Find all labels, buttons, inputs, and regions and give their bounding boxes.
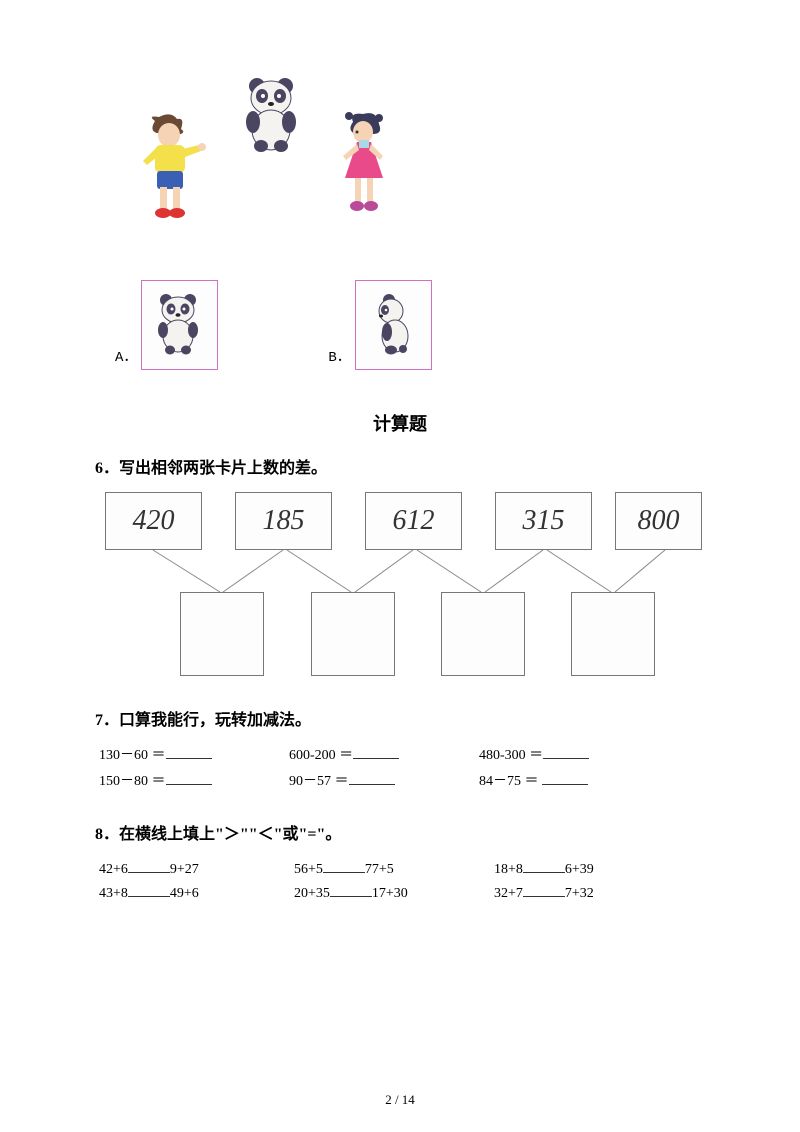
- q6-answer-0[interactable]: [180, 592, 264, 676]
- q8-left: 42+6: [99, 862, 128, 877]
- q7-heading: 7．口算我能行，玩转加减法。: [95, 706, 705, 730]
- option-a-image: [141, 280, 218, 370]
- q7-item: 150－80 ＝: [99, 770, 289, 790]
- q8-grid: 42+6 9+27 56+5 77+5 18+8 6+39 43+8 49+6 20+3…: [99, 858, 705, 902]
- page-footer: 2 / 14: [0, 1092, 800, 1108]
- q6-card-1: 185: [235, 492, 332, 550]
- q8-blank[interactable]: [323, 858, 365, 873]
- panda-character: [246, 78, 296, 152]
- q8-item: 20+35 17+30: [294, 882, 494, 902]
- q6-answer-1[interactable]: [311, 592, 395, 676]
- options-row: A．: [115, 280, 705, 370]
- q6-heading: 6．写出相邻两张卡片上数的差。: [95, 454, 705, 478]
- q7-grid: 130－60 ＝ 600-200 ＝ 480-300 ＝ 150－80 ＝ 90…: [99, 744, 705, 790]
- q6-answer-3[interactable]: [571, 592, 655, 676]
- q8-blank[interactable]: [523, 882, 565, 897]
- q7-expr: 84－75 ＝: [479, 774, 542, 789]
- q8-blank[interactable]: [128, 858, 170, 873]
- option-a[interactable]: A．: [115, 280, 218, 370]
- q7-item: 130－60 ＝: [99, 744, 289, 764]
- q8-right: 7+32: [565, 886, 594, 901]
- q8-left: 56+5: [294, 862, 323, 877]
- q7-blank[interactable]: [349, 770, 395, 785]
- q7-blank[interactable]: [542, 770, 588, 785]
- q8-right: 9+27: [170, 862, 199, 877]
- q7-item: 480-300 ＝: [479, 744, 669, 764]
- q8-item: 18+8 6+39: [494, 858, 689, 878]
- q8-blank[interactable]: [330, 882, 372, 897]
- q8-blank[interactable]: [523, 858, 565, 873]
- q6-card-4: 800: [615, 492, 702, 550]
- boy-character: [143, 114, 206, 218]
- q7-item: 600-200 ＝: [289, 744, 479, 764]
- q8-left: 32+7: [494, 886, 523, 901]
- q8-item: 43+8 49+6: [99, 882, 294, 902]
- scene-illustration: [115, 70, 425, 240]
- option-a-label: A．: [115, 346, 137, 370]
- q6-answer-2[interactable]: [441, 592, 525, 676]
- q8-right: 17+30: [372, 886, 408, 901]
- q8-item: 32+7 7+32: [494, 882, 689, 902]
- q7-expr: 90－57 ＝: [289, 774, 349, 789]
- q7-expr: 480-300 ＝: [479, 748, 543, 763]
- option-b-label: B．: [328, 346, 350, 370]
- option-b[interactable]: B．: [328, 280, 431, 370]
- q7-item: 84－75 ＝: [479, 770, 669, 790]
- q8-left: 20+35: [294, 886, 330, 901]
- girl-character: [343, 112, 383, 211]
- q7-blank[interactable]: [166, 744, 212, 759]
- q7-blank[interactable]: [353, 744, 399, 759]
- q6-card-2: 612: [365, 492, 462, 550]
- option-b-image: [355, 280, 432, 370]
- section-title: 计算题: [95, 410, 705, 436]
- q8-right: 49+6: [170, 886, 199, 901]
- q7-expr: 600-200 ＝: [289, 748, 353, 763]
- q8-blank[interactable]: [128, 882, 170, 897]
- q8-left: 18+8: [494, 862, 523, 877]
- q6-card-0: 420: [105, 492, 202, 550]
- q8-item: 56+5 77+5: [294, 858, 494, 878]
- q8-heading: 8．在横线上填上"＞""＜"或"="。: [95, 820, 705, 844]
- q8-right: 77+5: [365, 862, 394, 877]
- q6-diagram: 420 185 612 315 800: [95, 492, 705, 672]
- q6-card-3: 315: [495, 492, 592, 550]
- q7-blank[interactable]: [543, 744, 589, 759]
- q7-item: 90－57 ＝: [289, 770, 479, 790]
- q8-item: 42+6 9+27: [99, 858, 294, 878]
- q7-expr: 130－60 ＝: [99, 748, 166, 763]
- q8-left: 43+8: [99, 886, 128, 901]
- q7-blank[interactable]: [166, 770, 212, 785]
- q7-expr: 150－80 ＝: [99, 774, 166, 789]
- q8-right: 6+39: [565, 862, 594, 877]
